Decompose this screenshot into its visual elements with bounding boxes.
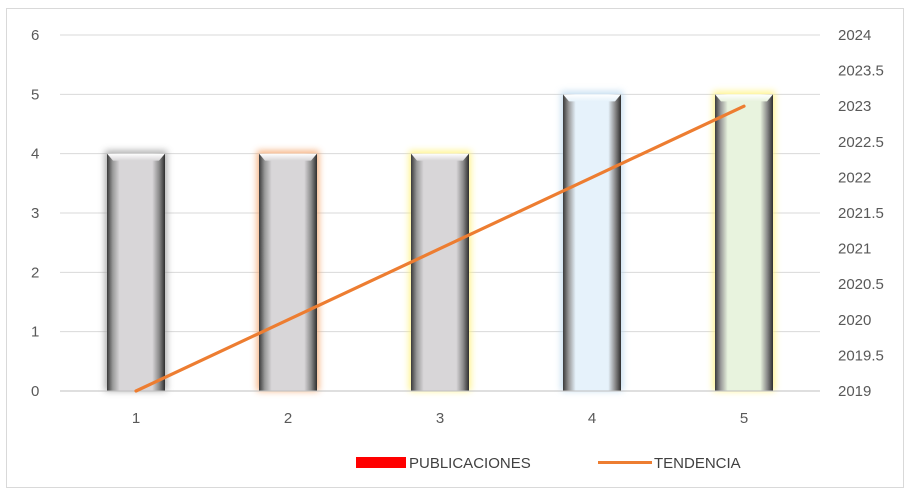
secondary-y-axis-ticks: 2019 2019.5 2020 2020.5 2021 2021.5 2022 2022.5… <box>838 27 884 400</box>
y2-tick-label: 2020.5 <box>838 276 884 293</box>
y-tick-label: 1 <box>31 324 39 341</box>
x-tick-label: 1 <box>132 410 140 427</box>
y2-tick-label: 2020 <box>838 312 871 329</box>
y-tick-label: 6 <box>31 27 39 44</box>
y-tick-label: 0 <box>31 383 39 400</box>
bar-1 <box>105 150 167 391</box>
bar-body <box>563 94 621 391</box>
y2-tick-label: 2019.5 <box>838 347 884 364</box>
x-tick-label: 4 <box>588 410 596 427</box>
bar-top-bevel <box>715 94 773 102</box>
y2-tick-label: 2023 <box>838 98 871 115</box>
x-tick-label: 2 <box>284 410 292 427</box>
bar-body <box>107 153 165 391</box>
bar-top-bevel <box>563 94 621 102</box>
y2-tick-label: 2022 <box>838 169 871 186</box>
y2-tick-label: 2024 <box>838 27 871 44</box>
bar-body <box>411 153 469 391</box>
x-tick-label: 3 <box>436 410 444 427</box>
y2-tick-label: 2021.5 <box>838 205 884 222</box>
y-tick-label: 2 <box>31 264 39 281</box>
bar-5 <box>713 91 775 391</box>
y-axis-ticks: 0 1 2 3 4 5 6 <box>31 27 39 400</box>
bar-body <box>715 94 773 391</box>
bar-3 <box>409 150 471 391</box>
legend-swatch-publicaciones <box>356 457 406 468</box>
x-tick-label: 5 <box>740 410 748 427</box>
line-series-tendencia <box>134 104 746 393</box>
bar-top-bevel <box>107 153 165 161</box>
legend-label-publicaciones: PUBLICACIONES <box>409 455 531 472</box>
y2-tick-label: 2021 <box>838 241 871 258</box>
y2-tick-label: 2023.5 <box>838 63 884 80</box>
trend-line <box>134 104 746 393</box>
gridlines <box>60 34 820 333</box>
bar-4 <box>561 91 623 391</box>
bar-top-bevel <box>411 153 469 161</box>
bar-2 <box>257 150 319 391</box>
y-tick-label: 3 <box>31 205 39 222</box>
bar-body <box>259 153 317 391</box>
bar-top-bevel <box>259 153 317 161</box>
x-axis-ticks: 1 2 3 4 5 <box>132 410 748 427</box>
legend: PUBLICACIONES TENDENCIA <box>356 455 741 472</box>
y2-tick-label: 2019 <box>838 383 871 400</box>
bar-series-publicaciones <box>105 91 775 391</box>
y2-tick-label: 2022.5 <box>838 134 884 151</box>
legend-label-tendencia: TENDENCIA <box>654 455 741 472</box>
y-tick-label: 4 <box>31 146 39 163</box>
y-tick-label: 5 <box>31 86 39 103</box>
